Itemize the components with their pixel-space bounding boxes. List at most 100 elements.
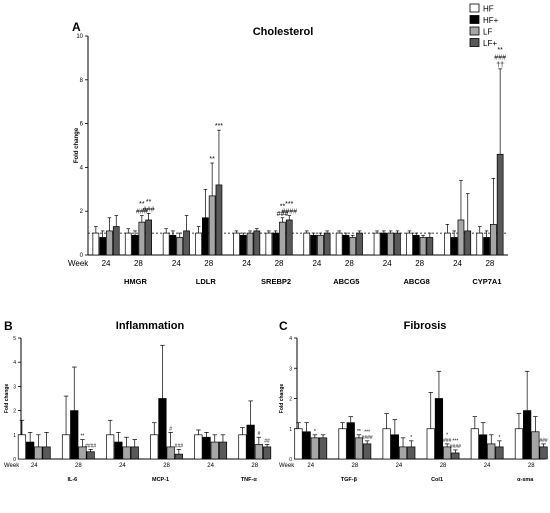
y-tick-label: 4: [80, 165, 84, 171]
week-tick-label: 24: [307, 463, 314, 469]
bar: [310, 437, 319, 460]
bar: [162, 232, 170, 256]
gene-label: HMGR: [124, 277, 147, 286]
bar: [131, 234, 139, 256]
bar: [444, 232, 451, 256]
bar: [434, 398, 444, 460]
bar: [302, 431, 311, 460]
chart-title: Inflammation: [116, 320, 185, 332]
bar: [106, 230, 113, 256]
bar: [387, 232, 394, 256]
y-tick-label: 2: [13, 409, 16, 415]
significance-marker: ###: [143, 206, 155, 213]
panel-b-inflammation: B Inflammation 0 1 2 3 4 5 Fold change Week 24 ** ##…: [0, 318, 275, 513]
bar: [262, 446, 272, 460]
bar: [202, 217, 209, 256]
week-tick-label: 24: [31, 463, 38, 469]
significance-marker: **: [80, 434, 84, 440]
bar: [195, 232, 202, 256]
bar: [496, 153, 504, 256]
bar: [26, 441, 35, 460]
week-tick-label: 28: [163, 463, 170, 469]
significance-marker: #: [257, 431, 260, 437]
week-axis-label: Week: [279, 463, 295, 469]
gene-label: LDLR: [196, 277, 217, 286]
bar: [349, 237, 357, 256]
significance-marker: *: [314, 429, 316, 435]
gene-label: CYP7A1: [472, 277, 501, 286]
bar: [61, 434, 71, 460]
bar: [158, 398, 167, 460]
bar: [310, 234, 317, 256]
legend-swatch: [469, 26, 480, 36]
week-tick-label: 28: [275, 259, 284, 268]
bar: [218, 441, 228, 460]
bar: [412, 234, 420, 256]
y-tick-label: 10: [76, 34, 83, 40]
bar: [464, 230, 472, 256]
bar: [254, 444, 263, 460]
significance-marker: **: [139, 201, 145, 208]
bar: [419, 237, 427, 256]
bar: [246, 424, 255, 460]
y-tick-label: 4: [13, 360, 16, 366]
significance-marker: ††: [496, 62, 504, 69]
bar: [106, 434, 115, 460]
y-tick-label: 8: [80, 78, 84, 84]
bar: [451, 452, 460, 460]
significance-marker: ###: [277, 211, 289, 218]
bar: [176, 237, 184, 256]
bar: [208, 195, 216, 256]
bar: [373, 232, 381, 256]
bar: [450, 237, 458, 256]
significance-marker: ###: [136, 209, 148, 216]
week-tick-label: 24: [312, 259, 321, 268]
bar: [394, 232, 401, 256]
bar: [483, 237, 490, 256]
bar: [130, 446, 139, 460]
week-tick-label: 28: [528, 463, 535, 469]
bar: [318, 437, 328, 460]
bar: [202, 436, 211, 460]
bar: [279, 221, 286, 256]
gene-label: IL-6: [67, 477, 77, 483]
significance-marker: **: [146, 199, 152, 206]
gene-label: TGF-β: [341, 477, 358, 483]
y-tick-label: 0: [13, 457, 16, 463]
bar: [253, 230, 261, 256]
significance-marker: ####: [450, 444, 461, 450]
y-tick-label: 3: [289, 366, 292, 372]
y-tick-label: 2: [289, 397, 292, 403]
bar: [215, 184, 223, 256]
bar: [338, 428, 347, 460]
week-tick-label: 24: [383, 259, 392, 268]
y-tick-label: 1: [13, 433, 16, 439]
bar: [303, 232, 311, 256]
bar: [398, 446, 408, 460]
bar: [42, 446, 51, 460]
bar: [426, 237, 434, 256]
week-tick-label: 28: [440, 463, 447, 469]
week-tick-label: 24: [172, 259, 181, 268]
bar: [457, 219, 465, 256]
bar: [380, 232, 388, 256]
bar: [272, 232, 279, 256]
y-tick-label: 0: [289, 457, 292, 463]
bar: [382, 428, 391, 460]
week-tick-label: 28: [485, 259, 494, 268]
week-tick-label: 28: [352, 463, 359, 469]
bar: [490, 223, 497, 256]
y-tick-label: 4: [289, 336, 292, 342]
legend-swatch: [469, 15, 480, 24]
y-tick-label: 1: [289, 427, 292, 433]
week-tick-label: 24: [119, 463, 126, 469]
week-axis-label: Week: [68, 259, 89, 268]
bar: [342, 234, 350, 256]
y-axis-label: Fold change: [279, 384, 285, 414]
y-tick-label: 2: [80, 209, 84, 215]
bar: [317, 234, 324, 256]
y-tick-label: 5: [13, 336, 16, 342]
panel-c-fibrosis: C Fibrosis 0 1 2 3 4 Fold change Week * 24 ** *** ###…: [275, 318, 550, 513]
